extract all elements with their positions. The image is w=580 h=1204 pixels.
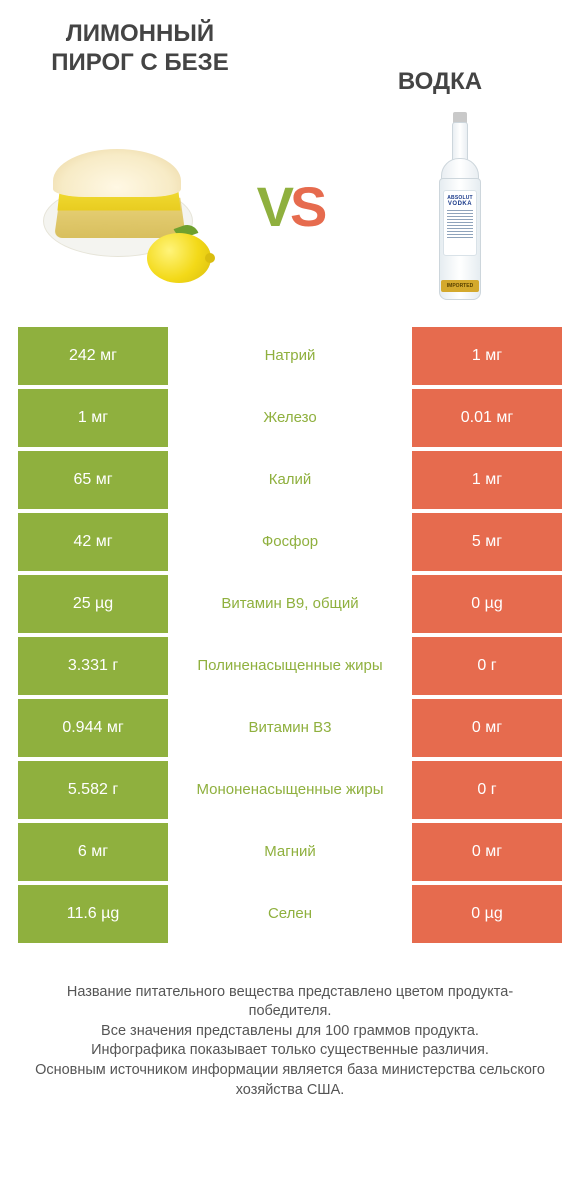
footer-line-4: Основным источником информации является … xyxy=(28,1061,552,1100)
table-row: 6 мгМагний0 мг xyxy=(18,823,562,881)
table-row: 0.944 мгВитамин B30 мг xyxy=(18,699,562,757)
left-value-cell: 25 µg xyxy=(18,575,168,633)
right-value-cell: 1 мг xyxy=(412,451,562,509)
left-value-cell: 1 мг xyxy=(18,389,168,447)
table-row: 242 мгНатрий1 мг xyxy=(18,327,562,385)
nutrient-name-cell: Витамин B9, общий xyxy=(168,575,412,633)
left-value-cell: 5.582 г xyxy=(18,761,168,819)
vs-label: VS xyxy=(257,174,324,239)
nutrient-name-cell: Фосфор xyxy=(168,513,412,571)
right-value-cell: 0 г xyxy=(412,637,562,695)
table-row: 25 µgВитамин B9, общий0 µg xyxy=(18,575,562,633)
right-value-cell: 0 г xyxy=(412,761,562,819)
right-product-title: ВОДКА xyxy=(330,68,550,97)
left-product-image xyxy=(30,117,210,297)
header: ЛИМОННЫЙ ПИРОГ С БЕЗЕ ВОДКА xyxy=(0,0,580,107)
nutrient-name-cell: Полиненасыщенные жиры xyxy=(168,637,412,695)
vodka-bottle-icon: ABSOLUT VODKA IMPORTED xyxy=(433,112,487,302)
vs-v: V xyxy=(257,175,290,238)
left-value-cell: 3.331 г xyxy=(18,637,168,695)
footer-line-1: Название питательного вещества представл… xyxy=(28,983,552,1022)
left-value-cell: 42 мг xyxy=(18,513,168,571)
right-product-image: ABSOLUT VODKA IMPORTED xyxy=(370,117,550,297)
table-row: 5.582 гМононенасыщенные жиры0 г xyxy=(18,761,562,819)
right-value-cell: 5 мг xyxy=(412,513,562,571)
table-row: 1 мгЖелезо0.01 мг xyxy=(18,389,562,447)
right-value-cell: 0 µg xyxy=(412,575,562,633)
right-value-cell: 0 мг xyxy=(412,823,562,881)
lemon-pie-icon xyxy=(35,137,205,277)
comparison-table: 242 мгНатрий1 мг1 мгЖелезо0.01 мг65 мгКа… xyxy=(0,327,580,943)
right-value-cell: 0 мг xyxy=(412,699,562,757)
right-value-cell: 1 мг xyxy=(412,327,562,385)
table-row: 65 мгКалий1 мг xyxy=(18,451,562,509)
vs-s: S xyxy=(290,175,323,238)
nutrient-name-cell: Калий xyxy=(168,451,412,509)
left-value-cell: 242 мг xyxy=(18,327,168,385)
nutrient-name-cell: Железо xyxy=(168,389,412,447)
left-value-cell: 65 мг xyxy=(18,451,168,509)
table-row: 42 мгФосфор5 мг xyxy=(18,513,562,571)
left-value-cell: 11.6 µg xyxy=(18,885,168,943)
footer-line-2: Все значения представлены для 100 граммо… xyxy=(28,1022,552,1042)
left-value-cell: 6 мг xyxy=(18,823,168,881)
right-value-cell: 0 µg xyxy=(412,885,562,943)
table-row: 3.331 гПолиненасыщенные жиры0 г xyxy=(18,637,562,695)
bottle-band: IMPORTED xyxy=(441,280,479,292)
nutrient-name-cell: Мононенасыщенные жиры xyxy=(168,761,412,819)
footer-notes: Название питательного вещества представл… xyxy=(0,947,580,1100)
hero-row: VS ABSOLUT VODKA IMPORTED xyxy=(0,107,580,327)
nutrient-name-cell: Натрий xyxy=(168,327,412,385)
footer-line-3: Инфографика показывает только существенн… xyxy=(28,1041,552,1061)
nutrient-name-cell: Селен xyxy=(168,885,412,943)
left-product-title: ЛИМОННЫЙ ПИРОГ С БЕЗЕ xyxy=(30,20,250,97)
table-row: 11.6 µgСелен0 µg xyxy=(18,885,562,943)
nutrient-name-cell: Витамин B3 xyxy=(168,699,412,757)
bottle-product: VODKA xyxy=(448,201,472,207)
right-value-cell: 0.01 мг xyxy=(412,389,562,447)
nutrient-name-cell: Магний xyxy=(168,823,412,881)
left-value-cell: 0.944 мг xyxy=(18,699,168,757)
